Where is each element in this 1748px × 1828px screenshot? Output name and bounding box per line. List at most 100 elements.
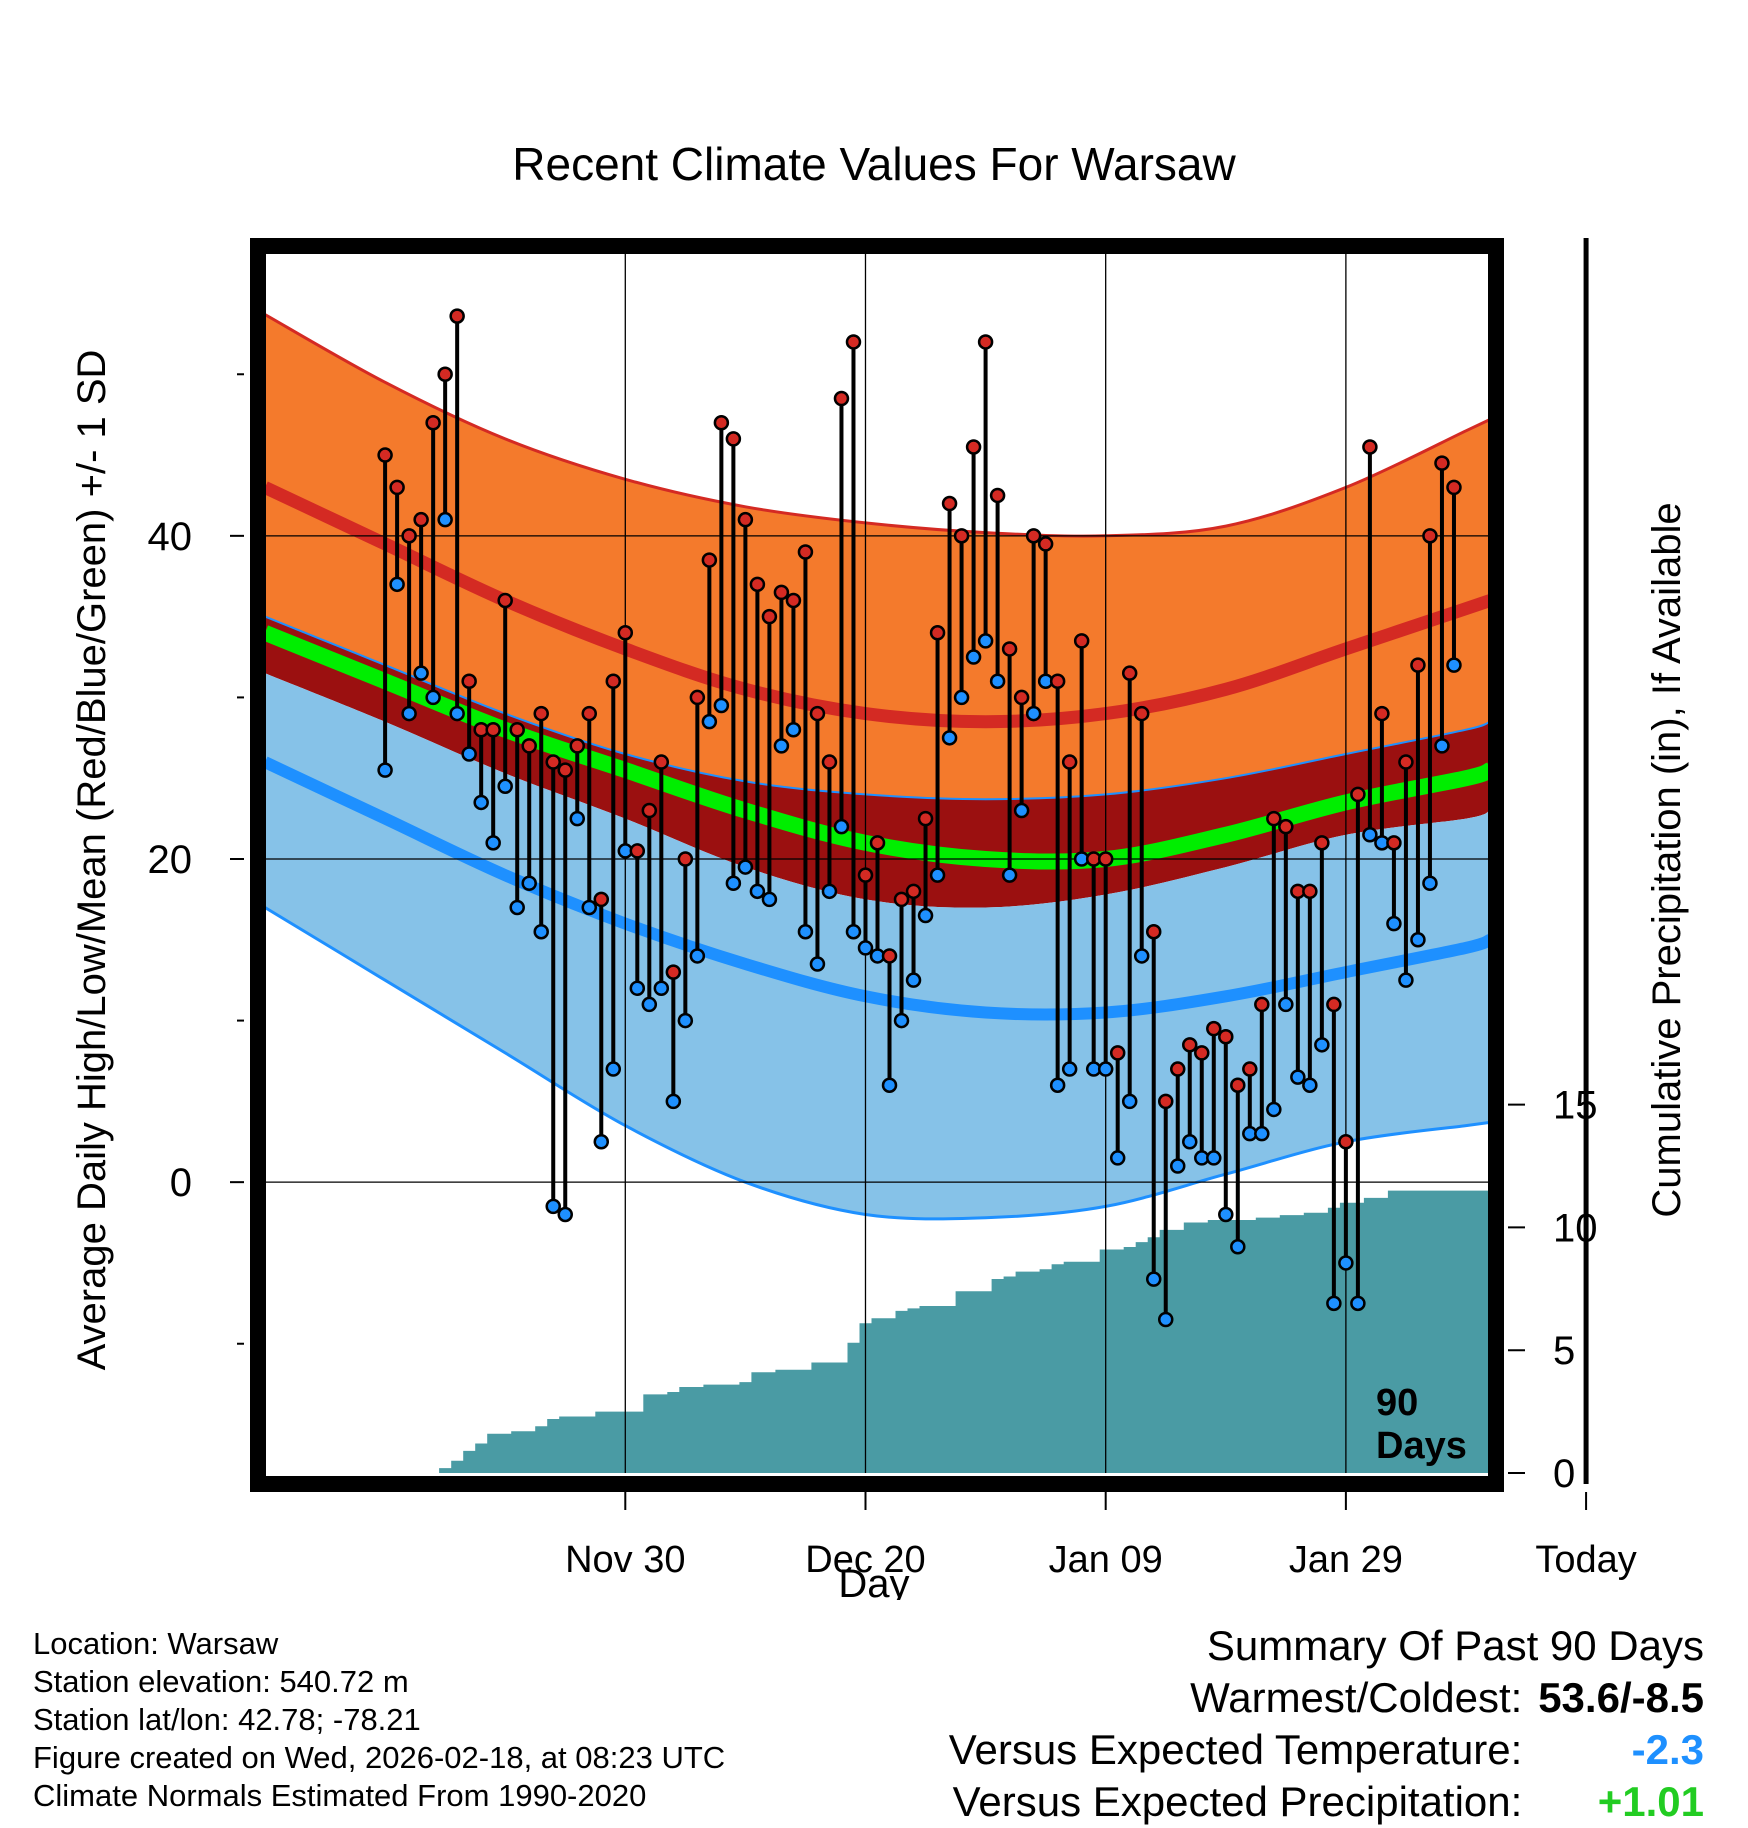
daily-low-point xyxy=(809,956,826,972)
daily-low-point xyxy=(473,794,489,811)
daily-low-point xyxy=(785,721,802,738)
daily-high-point xyxy=(773,584,790,601)
elevation-text: Station elevation: 540.72 m xyxy=(33,1664,409,1699)
location-text: Location: Warsaw xyxy=(33,1626,279,1661)
daily-low-point xyxy=(857,940,874,956)
daily-low-point xyxy=(677,1012,694,1029)
x-tick-label: Dec 20 xyxy=(805,1539,925,1581)
daily-low-point xyxy=(1410,932,1426,948)
daily-high-point xyxy=(413,511,429,528)
daily-high-point xyxy=(809,705,826,722)
warm-cold-value: 53.6/-8.5 xyxy=(1538,1674,1704,1721)
daily-high-point xyxy=(1013,689,1030,706)
summary-panel: Summary Of Past 90 Days Warmest/Coldest:… xyxy=(949,1620,1704,1828)
daily-low-point xyxy=(497,778,513,795)
daily-high-point xyxy=(821,754,838,770)
x-axis: Nov 30 Dec 20 Jan 09 Jan 29 Today xyxy=(565,1492,1637,1581)
daily-high-point xyxy=(917,810,934,827)
daily-low-point xyxy=(701,713,718,730)
daily-low-point xyxy=(1218,1206,1234,1223)
daily-high-point xyxy=(1194,1045,1210,1061)
daily-high-point xyxy=(1061,754,1078,770)
daily-low-point xyxy=(1278,996,1294,1013)
daily-low-point xyxy=(1025,705,1042,722)
daily-low-point xyxy=(1314,1037,1330,1053)
chart-title: Recent Climate Values For Warsaw xyxy=(512,138,1236,190)
daily-high-point xyxy=(461,673,477,690)
daily-low-point xyxy=(713,697,730,714)
precipitation-area xyxy=(379,1190,1490,1473)
daily-low-point xyxy=(629,980,646,997)
daily-low-point xyxy=(1266,1101,1282,1118)
y-tick-label: 20 xyxy=(148,838,193,882)
x-tick-label: Today xyxy=(1535,1539,1636,1581)
daily-high-point xyxy=(593,891,610,908)
daily-high-point xyxy=(617,625,634,641)
daily-high-point xyxy=(545,754,561,770)
warm-cold-label: Warmest/Coldest: xyxy=(1190,1674,1523,1721)
daily-high-point xyxy=(1350,786,1366,803)
daily-low-point xyxy=(581,899,598,916)
daily-high-point xyxy=(1410,657,1426,673)
daily-low-point xyxy=(485,835,501,851)
daily-low-point xyxy=(797,923,814,940)
plot-area xyxy=(265,245,1490,1473)
daily-high-point xyxy=(929,625,946,641)
daily-low-point xyxy=(1097,1061,1114,1077)
daily-low-point xyxy=(761,891,778,908)
daily-high-point xyxy=(989,487,1006,504)
daily-high-point xyxy=(797,544,814,560)
y-axis-label: Average Daily High/Low/Mean (Red/Blue/Gr… xyxy=(70,350,114,1371)
daily-low-point xyxy=(533,923,549,940)
daily-low-point xyxy=(1302,1077,1318,1093)
daily-high-point xyxy=(569,738,586,754)
daily-low-point xyxy=(977,633,994,649)
daily-low-point xyxy=(737,859,754,875)
daily-low-point xyxy=(641,996,658,1013)
daily-high-point xyxy=(509,721,525,738)
daily-high-point xyxy=(701,552,718,568)
daily-low-point xyxy=(569,810,586,827)
daily-low-point xyxy=(893,1012,910,1029)
daily-low-point xyxy=(461,746,477,762)
daily-high-point xyxy=(1097,851,1114,867)
daily-low-point xyxy=(773,738,790,754)
daily-range-bars xyxy=(383,316,1456,1320)
daily-high-point xyxy=(941,495,958,512)
daily-high-point xyxy=(437,366,453,383)
daily-high-point xyxy=(713,414,730,431)
daily-high-point xyxy=(533,705,549,722)
daily-high-point xyxy=(1314,835,1330,851)
daily-high-point xyxy=(785,592,802,609)
daily-low-point xyxy=(1121,1093,1138,1110)
daily-low-point xyxy=(1206,1150,1222,1166)
precip-label: Versus Expected Precipitation: xyxy=(952,1778,1523,1825)
daily-high-point xyxy=(1206,1020,1222,1037)
normals-note-text: Climate Normals Estimated From 1990-2020 xyxy=(33,1778,647,1813)
daily-low-point xyxy=(1326,1295,1342,1312)
daily-high-point xyxy=(1133,705,1150,722)
daily-high-point xyxy=(557,762,573,778)
daily-high-point xyxy=(1326,996,1342,1013)
created-text: Figure created on Wed, 2026-02-18, at 08… xyxy=(33,1740,726,1775)
daily-high-point xyxy=(653,754,670,770)
daily-high-point xyxy=(665,964,682,980)
daily-low-point xyxy=(1049,1077,1066,1093)
daily-low-point xyxy=(1061,1061,1078,1077)
daily-low-point xyxy=(917,907,934,924)
latlon-text: Station lat/lon: 42.78; -78.21 xyxy=(33,1702,421,1737)
daily-high-point xyxy=(977,334,994,350)
daily-low-point xyxy=(593,1134,610,1150)
daily-low-point xyxy=(1362,827,1378,843)
daily-high-point xyxy=(869,835,886,851)
daily-high-point xyxy=(833,390,850,407)
daily-low-point xyxy=(1001,867,1018,883)
daily-high-point xyxy=(1434,455,1450,471)
daily-high-point xyxy=(905,883,922,900)
daily-low-point xyxy=(545,1198,561,1215)
daily-low-point xyxy=(1350,1295,1366,1312)
x-tick-label: Nov 30 xyxy=(565,1539,685,1581)
temp-value: -2.3 xyxy=(1631,1726,1704,1773)
daily-low-point xyxy=(1446,657,1462,673)
daily-high-point xyxy=(1145,923,1162,940)
